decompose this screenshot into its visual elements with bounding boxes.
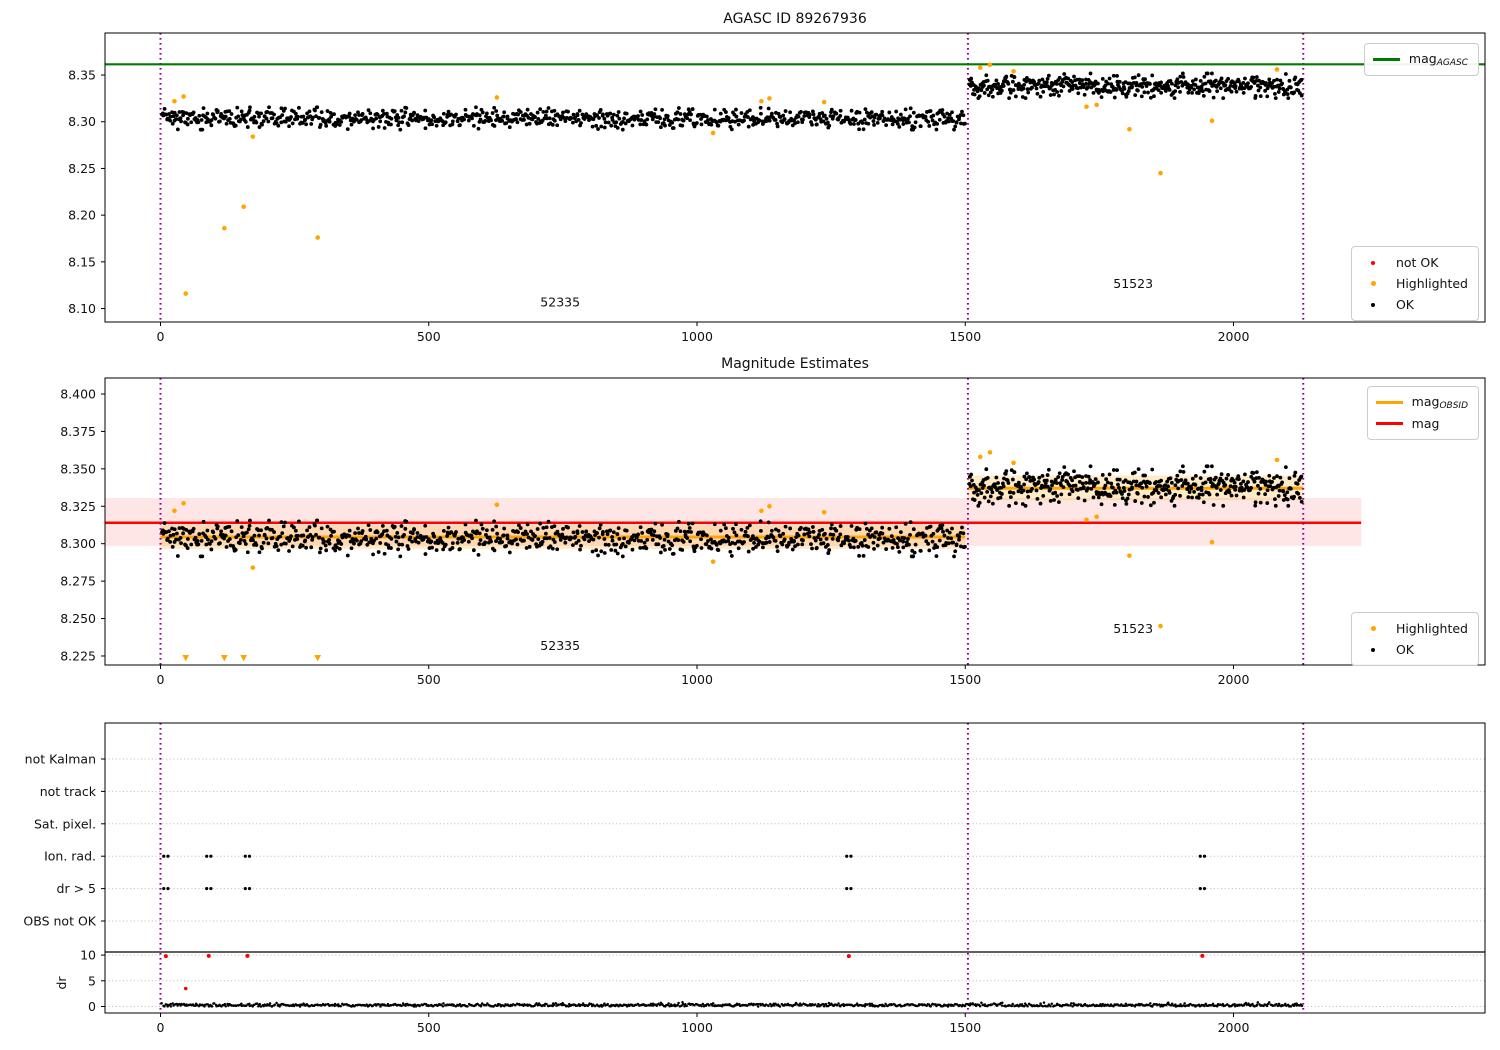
legend-label: not OK	[1395, 255, 1439, 270]
svg-text:0: 0	[88, 999, 96, 1014]
svg-text:5: 5	[88, 973, 96, 988]
legend-dot-swatch	[1360, 302, 1387, 307]
legend-label: Highlighted	[1395, 276, 1468, 291]
legend-label: OK	[1395, 642, 1414, 657]
svg-text:1000: 1000	[681, 1020, 713, 1035]
svg-text:1500: 1500	[949, 672, 981, 687]
legend-label: OK	[1395, 297, 1414, 312]
legend-point-classes-middle: Highlighted OK	[1350, 612, 1479, 666]
middle-plot: 52335 51523 0 500 1000 1500 2000 8.225 8.250 8.27…	[60, 377, 1486, 687]
legend-label: magOBSID	[1411, 394, 1468, 411]
svg-text:8.275: 8.275	[60, 574, 96, 589]
svg-text:8.250: 8.250	[60, 611, 96, 626]
legend-item-magobsid: magOBSID	[1375, 392, 1468, 413]
svg-text:Ion. rad.: Ion. rad.	[44, 849, 96, 864]
svg-text:2000: 2000	[1218, 329, 1250, 344]
legend-label-subscript: AGASC	[1436, 58, 1468, 68]
svg-text:8.20: 8.20	[68, 208, 96, 223]
svg-text:0: 0	[157, 329, 165, 344]
svg-text:8.375: 8.375	[60, 424, 96, 439]
svg-text:not track: not track	[40, 784, 97, 799]
svg-text:dr: dr	[54, 976, 69, 990]
top-plot-title: AGASC ID 89267936	[723, 11, 867, 27]
svg-text:8.225: 8.225	[60, 648, 96, 663]
svg-text:1000: 1000	[681, 329, 713, 344]
svg-text:dr > 5: dr > 5	[57, 881, 96, 896]
svg-text:500: 500	[417, 329, 441, 344]
svg-text:10: 10	[80, 948, 96, 963]
legend-label: magAGASC	[1408, 51, 1468, 68]
top-plot: 52335 51523 0 500 1000 1500 2000 8.10 8.15 8.20 8.…	[68, 32, 1486, 344]
svg-text:8.300: 8.300	[60, 536, 96, 551]
legend-item-ok: OK	[1360, 294, 1468, 315]
legend-line-swatch	[1372, 58, 1400, 61]
svg-text:52335: 52335	[540, 638, 580, 653]
legend-line-swatch	[1375, 422, 1403, 425]
svg-text:8.30: 8.30	[68, 114, 96, 129]
svg-text:500: 500	[417, 1020, 441, 1035]
svg-text:52335: 52335	[540, 295, 580, 310]
legend-point-classes: not OK Highlighted OK	[1350, 246, 1479, 321]
legend-label: mag	[1411, 416, 1440, 431]
legend-line-swatch	[1375, 401, 1403, 404]
bottom-plot: 0 500 1000 1500 2000 not Kalman not track Sat. …	[23, 722, 1486, 1035]
legend-item-highlighted: Highlighted	[1360, 273, 1468, 294]
middle-plot-title: Magnitude Estimates	[721, 356, 869, 372]
svg-text:0: 0	[157, 672, 165, 687]
svg-text:1000: 1000	[681, 672, 713, 687]
legend-dot-swatch	[1360, 260, 1387, 265]
svg-text:51523: 51523	[1113, 276, 1153, 291]
svg-text:8.10: 8.10	[68, 301, 96, 316]
svg-text:1500: 1500	[949, 329, 981, 344]
svg-text:2000: 2000	[1218, 1020, 1250, 1035]
svg-text:51523: 51523	[1113, 621, 1153, 636]
svg-text:8.25: 8.25	[68, 161, 96, 176]
svg-text:500: 500	[417, 672, 441, 687]
legend-item-not-ok: not OK	[1360, 252, 1468, 273]
legend-item-ok: OK	[1360, 639, 1468, 660]
svg-text:8.350: 8.350	[60, 461, 96, 476]
legend-mag-agasc: magAGASC	[1363, 43, 1479, 76]
svg-text:1500: 1500	[949, 1020, 981, 1035]
legend-item-magagasc: magAGASC	[1372, 49, 1468, 70]
legend-mag-lines: magOBSID mag	[1366, 386, 1479, 440]
svg-text:Sat. pixel.: Sat. pixel.	[34, 816, 96, 831]
legend-item-highlighted: Highlighted	[1360, 618, 1468, 639]
legend-dot-swatch	[1360, 647, 1387, 652]
svg-text:OBS not OK: OBS not OK	[23, 914, 96, 929]
svg-text:2000: 2000	[1218, 672, 1250, 687]
svg-text:8.400: 8.400	[60, 387, 96, 402]
svg-text:8.325: 8.325	[60, 499, 96, 514]
legend-dot-swatch	[1360, 626, 1387, 631]
svg-text:0: 0	[157, 1020, 165, 1035]
legend-dot-swatch	[1360, 281, 1387, 286]
svg-text:not Kalman: not Kalman	[25, 752, 96, 767]
legend-item-mag: mag	[1375, 413, 1468, 434]
svg-text:8.35: 8.35	[68, 68, 96, 83]
legend-label: Highlighted	[1395, 621, 1468, 636]
legend-label-subscript: OBSID	[1439, 401, 1468, 411]
svg-text:8.15: 8.15	[68, 254, 96, 269]
